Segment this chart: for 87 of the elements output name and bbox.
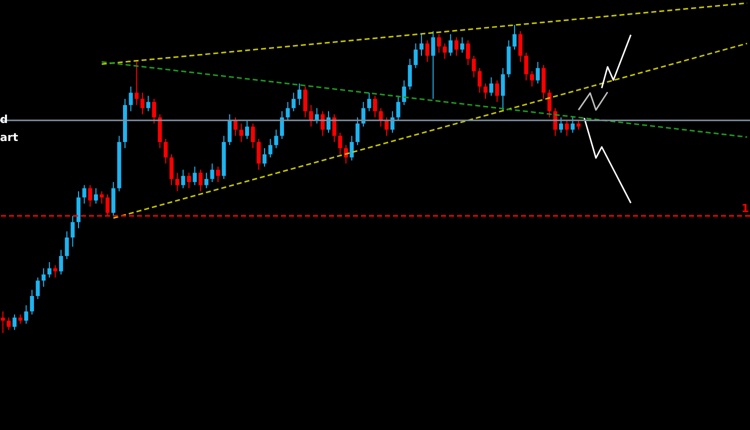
candlestick bbox=[82, 184, 86, 204]
candlestick bbox=[216, 166, 220, 183]
candlestick bbox=[12, 314, 17, 330]
candlestick bbox=[181, 169, 186, 189]
candlestick bbox=[233, 116, 238, 136]
candlestick bbox=[495, 80, 500, 102]
candlestick bbox=[6, 317, 11, 330]
candlestick bbox=[483, 82, 488, 100]
candlestick bbox=[361, 101, 366, 128]
candlestick bbox=[146, 95, 150, 112]
candlestick bbox=[408, 58, 412, 90]
candlestick bbox=[64, 230, 69, 260]
candlestick bbox=[466, 40, 470, 66]
candlestick bbox=[425, 40, 430, 62]
candlestick bbox=[332, 114, 336, 142]
candlestick bbox=[42, 268, 46, 288]
candlestick bbox=[175, 172, 180, 192]
annotation: art bbox=[0, 131, 18, 144]
candlestick bbox=[460, 36, 464, 54]
candlestick bbox=[564, 120, 569, 136]
candlestick bbox=[309, 104, 314, 128]
candlestick bbox=[402, 80, 406, 106]
candlestick bbox=[164, 138, 168, 164]
candlestick bbox=[198, 169, 203, 192]
candlestick bbox=[547, 89, 552, 118]
candlestick bbox=[378, 108, 383, 128]
candlestick bbox=[18, 314, 22, 324]
candlestick bbox=[396, 95, 400, 121]
candlestick bbox=[94, 188, 98, 204]
candlestick bbox=[414, 42, 418, 69]
candlestick bbox=[286, 101, 290, 121]
candlestick bbox=[303, 86, 308, 118]
candlestick bbox=[268, 138, 272, 158]
candlestick bbox=[454, 36, 458, 56]
candlestick bbox=[274, 129, 278, 149]
candlestick bbox=[442, 42, 447, 60]
candlestick bbox=[472, 55, 476, 78]
candlestick bbox=[239, 123, 244, 142]
candlestick bbox=[292, 92, 296, 112]
candlestick bbox=[128, 86, 133, 112]
candlestick bbox=[489, 76, 494, 96]
candlestick bbox=[559, 116, 564, 134]
candlestick bbox=[356, 116, 360, 146]
candlestick bbox=[500, 68, 505, 112]
candlestick bbox=[140, 92, 144, 115]
candlestick bbox=[88, 184, 92, 208]
candlestick bbox=[436, 34, 441, 54]
candlestick bbox=[367, 92, 372, 112]
candlestick bbox=[59, 249, 64, 275]
candlestick bbox=[373, 95, 377, 118]
candlestick bbox=[280, 110, 284, 140]
candlestick bbox=[204, 172, 208, 189]
candlestick bbox=[70, 215, 75, 248]
candlestick bbox=[570, 116, 575, 134]
candlestick bbox=[297, 82, 302, 106]
candlestick bbox=[431, 30, 436, 100]
candlestick bbox=[134, 61, 139, 106]
candlestick bbox=[170, 154, 174, 186]
candlestick bbox=[250, 123, 255, 149]
candlestick bbox=[210, 163, 214, 183]
candlestick bbox=[152, 98, 156, 124]
candlestick bbox=[478, 68, 482, 94]
candlestick bbox=[524, 52, 528, 81]
candlestick bbox=[350, 135, 354, 161]
candlestick bbox=[576, 120, 580, 130]
candlestick bbox=[245, 120, 250, 140]
candlestick bbox=[536, 61, 540, 84]
candlestick bbox=[338, 132, 342, 155]
candlestick bbox=[448, 34, 453, 56]
candlestick bbox=[256, 138, 261, 170]
candlestick bbox=[262, 148, 267, 168]
candlestick bbox=[30, 289, 34, 315]
candlestick bbox=[420, 34, 424, 56]
candlestick bbox=[384, 116, 389, 136]
candlestick bbox=[228, 114, 232, 146]
candlestick bbox=[512, 24, 517, 50]
candlestick bbox=[518, 30, 522, 62]
candlestick bbox=[100, 190, 104, 204]
annotation: 1 bbox=[741, 202, 749, 215]
candlestick bbox=[24, 304, 28, 324]
candlestick bbox=[0, 310, 5, 334]
candlestick bbox=[47, 262, 52, 278]
candlestick bbox=[53, 264, 58, 278]
candlestick bbox=[192, 166, 197, 186]
candlestick bbox=[36, 277, 40, 300]
candlestick bbox=[530, 70, 534, 88]
candlestick bbox=[186, 172, 191, 189]
